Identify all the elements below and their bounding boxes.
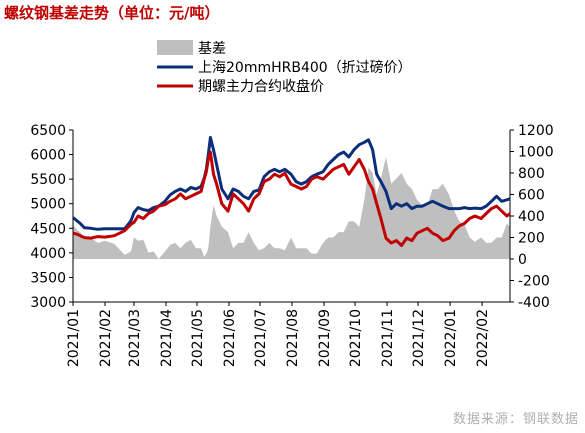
right-tick-label: 1200: [518, 123, 554, 139]
legend-label-1: 上海20mmHRB400（折过磅价）: [198, 59, 412, 76]
left-tick-label: 5500: [30, 172, 66, 188]
right-tick-label: 800: [518, 166, 545, 182]
right-tick-label: -400: [518, 295, 550, 311]
x-tick-label: 2021/07: [253, 309, 269, 367]
left-tick-label: 6500: [30, 123, 66, 139]
right-tick-label: 600: [518, 188, 545, 204]
right-tick-label: 400: [518, 209, 545, 225]
series-line-1: [72, 135, 511, 231]
left-tick-label: 5000: [30, 197, 66, 213]
x-tick-label: 2021/03: [127, 309, 143, 367]
right-tick-label: 1000: [518, 145, 554, 161]
left-tick-label: 6000: [30, 148, 66, 164]
left-tick-label: 3500: [30, 270, 66, 286]
legend-label-2: 期螺主力合约收盘价: [198, 78, 324, 95]
x-tick-label: 2022/01: [443, 309, 459, 367]
left-tick-label: 4000: [30, 246, 66, 262]
x-tick-label: 2021/11: [380, 309, 396, 367]
right-tick-label: -200: [518, 274, 550, 290]
plot-area: 30003500400045005000550060006500-400-200…: [30, 123, 553, 367]
x-tick-label: 2021/05: [190, 309, 206, 367]
legend-swatch-basis: [157, 40, 193, 55]
legend-label-0: 基差: [198, 40, 226, 57]
x-tick-label: 2021/02: [98, 309, 114, 367]
basis-area: [73, 156, 510, 259]
x-tick-label: 2021/01: [66, 309, 82, 367]
x-tick-label: 2021/12: [411, 309, 427, 367]
x-tick-label: 2022/02: [475, 309, 491, 367]
right-tick-label: 0: [518, 252, 527, 268]
left-tick-label: 4500: [30, 221, 66, 237]
source-note: 数据来源：钢联数据: [452, 412, 579, 427]
chart-title: 螺纹钢基差走势（单位：元/吨）: [4, 4, 220, 22]
x-tick-label: 2021/08: [285, 309, 301, 367]
x-tick-label: 2021/04: [159, 309, 175, 367]
x-tick-label: 2021/09: [317, 309, 333, 367]
series-line-2: [72, 150, 511, 247]
x-tick-label: 2021/06: [222, 309, 238, 367]
left-tick-label: 3000: [30, 295, 66, 311]
right-tick-label: 200: [518, 231, 545, 247]
x-tick-label: 2021/10: [348, 309, 364, 367]
